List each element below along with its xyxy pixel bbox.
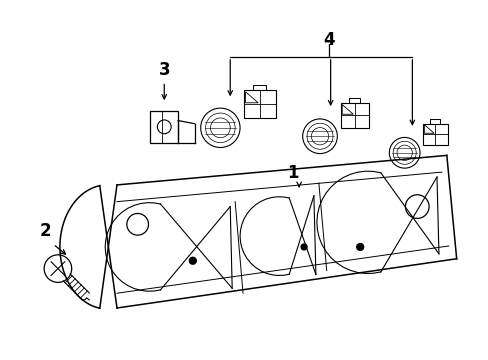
Text: 2: 2 xyxy=(39,222,51,240)
Text: 4: 4 xyxy=(322,31,334,49)
Text: 3: 3 xyxy=(158,61,170,79)
Circle shape xyxy=(356,243,363,251)
Circle shape xyxy=(301,244,306,250)
Text: 1: 1 xyxy=(287,164,298,182)
Circle shape xyxy=(189,257,196,264)
